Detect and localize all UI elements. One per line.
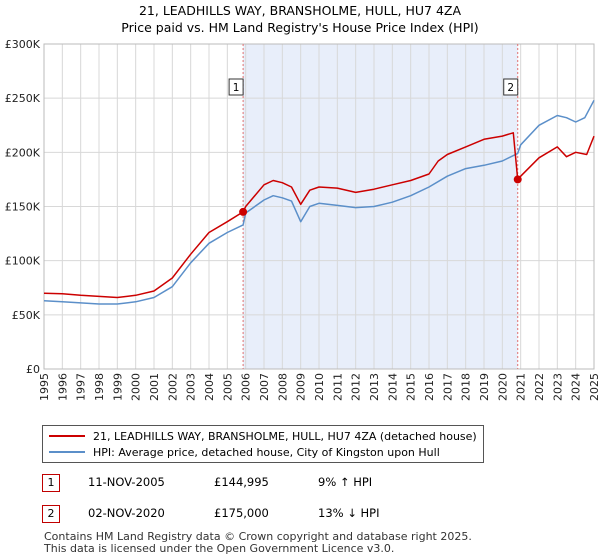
footer: Contains HM Land Registry data © Crown c… (44, 531, 472, 555)
legend-label-hpi: HPI: Average price, detached house, City… (93, 445, 440, 459)
sale-point (513, 175, 522, 184)
transaction-hpi-change: 13% ↓ HPI (318, 506, 380, 520)
x-tick-label: 2018 (460, 373, 473, 401)
legend-item-hpi: HPI: Average price, detached house, City… (49, 444, 440, 460)
x-tick-label: 1996 (56, 373, 69, 401)
x-tick-label: 2021 (515, 373, 528, 401)
x-tick-label: 2010 (313, 373, 326, 401)
x-tick-label: 2015 (405, 373, 418, 401)
legend-swatch-hpi (49, 451, 85, 453)
footer-line1: Contains HM Land Registry data © Crown c… (44, 530, 472, 543)
series-line-hpi (43, 99, 595, 305)
sale-point (239, 207, 248, 216)
legend-item-property: 21, LEADHILLS WAY, BRANSHOLME, HULL, HU7… (49, 428, 477, 444)
y-tick-label: £100K (5, 255, 41, 268)
transaction-badge: 1 (42, 474, 60, 492)
x-tick-label: 2009 (295, 373, 308, 401)
y-tick-label: £300K (5, 38, 41, 51)
marker-label-box (228, 78, 244, 96)
marker-label: 1 (233, 82, 240, 94)
x-tick-label: 2007 (258, 373, 271, 401)
y-tick-label: £150K (5, 201, 41, 214)
x-tick-label: 1999 (111, 373, 124, 401)
x-tick-label: 2003 (185, 373, 198, 401)
x-tick-label: 2012 (350, 373, 363, 401)
legend-label-property: 21, LEADHILLS WAY, BRANSHOLME, HULL, HU7… (93, 429, 477, 443)
y-tick-label: £200K (5, 146, 41, 159)
x-tick-label: 2002 (166, 373, 179, 401)
x-tick-label: 1995 (38, 373, 51, 401)
y-tick-label: £250K (5, 92, 41, 105)
chart-title-line1: 21, LEADHILLS WAY, BRANSHOLME, HULL, HU7… (138, 3, 462, 18)
transaction-price: £144,995 (214, 475, 269, 489)
x-tick-label: 2024 (570, 373, 583, 401)
marker-label-box (503, 78, 519, 96)
x-tick-label: 2022 (533, 373, 546, 401)
transaction-date: 11-NOV-2005 (88, 475, 165, 489)
x-tick-label: 1998 (93, 373, 106, 401)
x-tick-label: 2023 (551, 373, 564, 401)
x-tick-label: 2004 (203, 373, 216, 401)
x-tick-label: 2025 (588, 373, 600, 401)
chart-title-line2: Price paid vs. HM Land Registry's House … (121, 20, 479, 35)
x-tick-label: 2001 (148, 373, 161, 401)
x-tick-label: 2019 (478, 373, 491, 401)
plot-area (43, 43, 595, 370)
transaction-badge: 2 (42, 505, 60, 523)
x-tick-label: 2006 (240, 373, 253, 401)
legend-swatch-property (49, 435, 85, 437)
x-tick-label: 2008 (276, 373, 289, 401)
transaction-price: £175,000 (214, 506, 269, 520)
x-tick-label: 2005 (221, 373, 234, 401)
x-tick-label: 2011 (331, 373, 344, 401)
x-tick-label: 2013 (368, 373, 381, 401)
x-tick-label: 2017 (441, 373, 454, 401)
x-tick-label: 2000 (130, 373, 143, 401)
legend: 21, LEADHILLS WAY, BRANSHOLME, HULL, HU7… (42, 425, 484, 463)
transaction-hpi-change: 9% ↑ HPI (318, 475, 373, 489)
footer-line2: This data is licensed under the Open Gov… (44, 542, 395, 555)
y-tick-label: £0 (26, 363, 40, 376)
y-tick-label: £50K (12, 309, 41, 322)
transaction-date: 02-NOV-2020 (88, 506, 165, 520)
x-tick-label: 2020 (496, 373, 509, 401)
x-tick-label: 2014 (386, 373, 399, 401)
x-tick-label: 2016 (423, 373, 436, 401)
price-chart: £0 £50K £100K £150K £200K £250K £300K 1995 1996 1… (5, 38, 600, 401)
marker-label: 2 (507, 82, 514, 94)
x-tick-label: 1997 (75, 373, 88, 401)
